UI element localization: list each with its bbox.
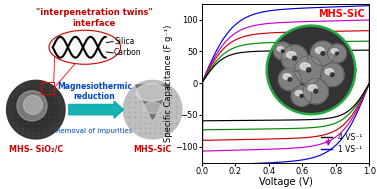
Polygon shape [9,83,62,136]
Polygon shape [12,86,60,133]
Text: Magnesiothermic
reduction: Magnesiothermic reduction [57,82,132,101]
Polygon shape [15,89,57,130]
Text: MHS-SiC: MHS-SiC [318,9,365,19]
Polygon shape [8,82,64,138]
Polygon shape [288,78,291,81]
Polygon shape [22,96,50,123]
Polygon shape [293,56,296,60]
Polygon shape [281,50,284,52]
Polygon shape [331,49,338,53]
Polygon shape [320,63,344,86]
Polygon shape [300,94,303,97]
Polygon shape [13,87,59,133]
FancyArrow shape [69,101,124,118]
Polygon shape [311,41,335,66]
Polygon shape [9,82,63,137]
Polygon shape [18,92,53,127]
Polygon shape [17,91,47,121]
Polygon shape [303,78,328,104]
Polygon shape [25,99,47,121]
Polygon shape [336,52,338,55]
Text: MHS-SiC: MHS-SiC [133,145,172,154]
Polygon shape [308,85,317,91]
Polygon shape [277,47,284,51]
Polygon shape [136,85,170,119]
Polygon shape [28,101,44,118]
Polygon shape [17,91,55,128]
Polygon shape [17,90,55,129]
Polygon shape [30,104,42,116]
Polygon shape [24,98,48,121]
Polygon shape [14,88,57,131]
Polygon shape [274,42,292,60]
Polygon shape [7,80,65,139]
Polygon shape [27,101,45,119]
Polygon shape [7,80,65,139]
Polygon shape [31,104,41,115]
Text: Carbon: Carbon [114,48,142,57]
Polygon shape [325,69,333,75]
Text: "interpenetration twins"
interface: "interpenetration twins" interface [36,8,153,28]
Polygon shape [300,63,310,70]
Polygon shape [7,81,64,138]
Polygon shape [11,84,61,135]
Polygon shape [31,105,40,114]
Polygon shape [20,94,52,125]
Polygon shape [321,52,325,55]
Text: Removal of impurities: Removal of impurities [56,128,132,134]
Y-axis label: Specific Capacitance (F g⁻¹): Specific Capacitance (F g⁻¹) [164,24,173,142]
Polygon shape [291,85,312,106]
Polygon shape [136,84,168,101]
Polygon shape [33,107,38,112]
Polygon shape [26,99,46,120]
Polygon shape [279,68,301,91]
Polygon shape [23,97,49,123]
Polygon shape [268,27,354,113]
Polygon shape [331,73,334,76]
Text: MHS- SiO₂/C: MHS- SiO₂/C [9,145,63,154]
Polygon shape [283,74,291,79]
Polygon shape [24,95,42,114]
Polygon shape [28,102,43,117]
Polygon shape [21,95,50,124]
Polygon shape [16,89,56,130]
Polygon shape [287,52,296,58]
Polygon shape [32,106,39,113]
Polygon shape [18,91,54,128]
Polygon shape [21,94,51,125]
Polygon shape [19,93,52,126]
Ellipse shape [49,30,121,64]
Polygon shape [307,68,311,72]
Text: Silica: Silica [114,37,135,46]
Legend: 4 VS⁻¹, 1 VS⁻¹: 4 VS⁻¹, 1 VS⁻¹ [318,130,366,157]
Polygon shape [34,108,38,112]
X-axis label: Voltage (V): Voltage (V) [259,177,313,187]
Polygon shape [10,84,61,135]
Polygon shape [29,103,43,116]
Polygon shape [23,97,48,122]
Polygon shape [328,44,346,63]
Polygon shape [124,80,182,139]
Polygon shape [281,45,308,71]
Polygon shape [26,100,45,119]
Polygon shape [316,47,324,53]
Polygon shape [12,85,60,134]
Polygon shape [314,89,318,93]
Polygon shape [296,91,303,96]
Polygon shape [143,102,162,113]
Polygon shape [294,56,323,84]
Polygon shape [32,106,40,114]
Polygon shape [14,87,58,132]
